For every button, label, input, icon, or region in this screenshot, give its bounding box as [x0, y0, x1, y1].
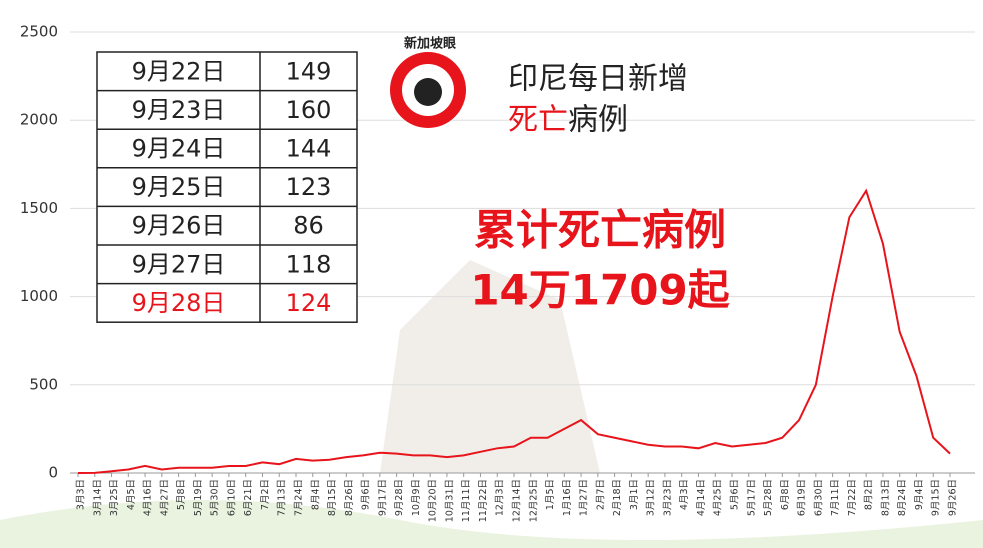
x-tick-label: 8月13日: [880, 479, 891, 516]
x-tick-label: 3月1日: [629, 479, 640, 510]
x-tick-label: 9月6日: [361, 479, 372, 510]
x-tick-label: 7月2日: [260, 479, 271, 510]
table: 9月22日 149 9月23日 160 9月24日 144 9月25日 123 9月26日 86 9…: [96, 51, 358, 323]
x-tick-label: 11月11日: [461, 479, 472, 522]
y-tick-label: 1500: [20, 199, 58, 217]
x-tick-label: 6月10日: [226, 479, 237, 516]
x-tick-label: 3月12日: [646, 479, 657, 516]
x-tick-label: 4月14日: [696, 479, 707, 516]
x-tick-label: 10月31日: [444, 479, 455, 522]
table-cell: 118: [286, 250, 332, 278]
subtitle-red: 死亡: [508, 103, 568, 138]
x-tick-label: 8月4日: [310, 479, 321, 510]
subtitle-black: 病例: [568, 103, 628, 138]
table-cell: 9月28日: [132, 289, 226, 317]
table-cell: 9月27日: [132, 250, 226, 278]
x-tick-label: 8月15日: [327, 479, 338, 516]
x-tick-label: 3月23日: [662, 479, 673, 516]
line-layer: [77, 188, 951, 474]
table-cell: 160: [286, 96, 332, 124]
x-tick-label: 8月2日: [864, 479, 875, 510]
x-tick-label: 9月17日: [377, 479, 388, 516]
x-tick-label: 9月4日: [914, 479, 925, 510]
logo-text: 新加坡眼: [404, 36, 457, 52]
table-frame: [96, 51, 358, 323]
y-tick-label: 0: [48, 464, 58, 482]
x-tick-label: 5月6日: [730, 479, 741, 510]
x-tick-label: 7月11日: [830, 479, 841, 516]
x-tick-label: 3月3日: [76, 479, 87, 510]
logo: 新加坡眼: [390, 36, 466, 128]
x-tick-label: 5月28日: [763, 479, 774, 516]
x-tick-label: 5月17日: [746, 479, 757, 516]
x-tick-label: 4月27日: [159, 479, 170, 516]
table-cell: 144: [286, 135, 332, 163]
x-tick-label: 6月21日: [243, 479, 254, 516]
x-tick-label: 4月25日: [713, 479, 724, 516]
x-tick-label: 9月26日: [948, 479, 959, 516]
annotation: 14万1709起: [470, 266, 730, 315]
x-tick-label: 9月15日: [931, 479, 942, 516]
y-tick-label: 2000: [20, 111, 58, 129]
table-cell: 9月23日: [132, 96, 226, 124]
x-tick-label: 8月26日: [344, 479, 355, 516]
x-tick-label: 4月5日: [126, 479, 137, 510]
table-cell: 9月25日: [132, 173, 226, 201]
x-tick-label: 11月22日: [478, 479, 489, 522]
y-tick-label: 500: [29, 375, 58, 393]
x-tick-label: 6月19日: [797, 479, 808, 516]
x-tick-label: 5月30日: [210, 479, 221, 516]
table-cell: 9月26日: [132, 212, 226, 240]
logo-eye: [414, 78, 442, 106]
x-tick-label: 7月22日: [847, 479, 858, 516]
x-tick-label: 6月30日: [813, 479, 824, 516]
x-tick-label: 4月16日: [143, 479, 154, 516]
table-cell: 9月22日: [132, 57, 226, 85]
x-tick-label: 3月14日: [92, 479, 103, 516]
background-temple: [380, 260, 600, 473]
table-cell: 123: [286, 173, 332, 201]
table-cell: 86: [293, 212, 324, 240]
table-cell: 124: [286, 289, 332, 317]
x-tick-label: 8月24日: [897, 479, 908, 516]
y-tick-label: 2500: [20, 23, 58, 41]
x-tick-label: 5月8日: [176, 479, 187, 510]
x-tick-label: 7月13日: [277, 479, 288, 516]
chart-title: 印尼每日新增: [508, 62, 688, 97]
y-tick-label: 1000: [20, 287, 58, 305]
x-tick-label: 12月25日: [528, 479, 539, 522]
x-tick-label: 3月25日: [109, 479, 120, 516]
x-tick-label: 4月3日: [679, 479, 690, 510]
table-cell: 149: [286, 57, 332, 85]
x-tick-label: 10月9日: [411, 479, 422, 516]
background-grass: [0, 500, 983, 548]
x-tick-label: 2月18日: [612, 479, 623, 516]
x-tick-label: 6月8日: [780, 479, 791, 510]
x-tick-label: 12月3日: [495, 479, 506, 516]
x-tick-label: 12月14日: [512, 479, 523, 522]
x-tick-label: 7月24日: [294, 479, 305, 516]
x-tick-label: 2月7日: [595, 479, 606, 510]
x-tick-label: 9月28日: [394, 479, 405, 516]
data-line: [77, 188, 951, 474]
annotation: 累计死亡病例: [474, 206, 726, 255]
x-tick-label: 1月27日: [579, 479, 590, 516]
x-tick-label: 1月5日: [545, 479, 556, 510]
x-tick-label: 10月20日: [428, 479, 439, 522]
x-tick-label: 5月19日: [193, 479, 204, 516]
table-cell: 9月24日: [132, 135, 226, 163]
x-tick-label: 1月16日: [562, 479, 573, 516]
